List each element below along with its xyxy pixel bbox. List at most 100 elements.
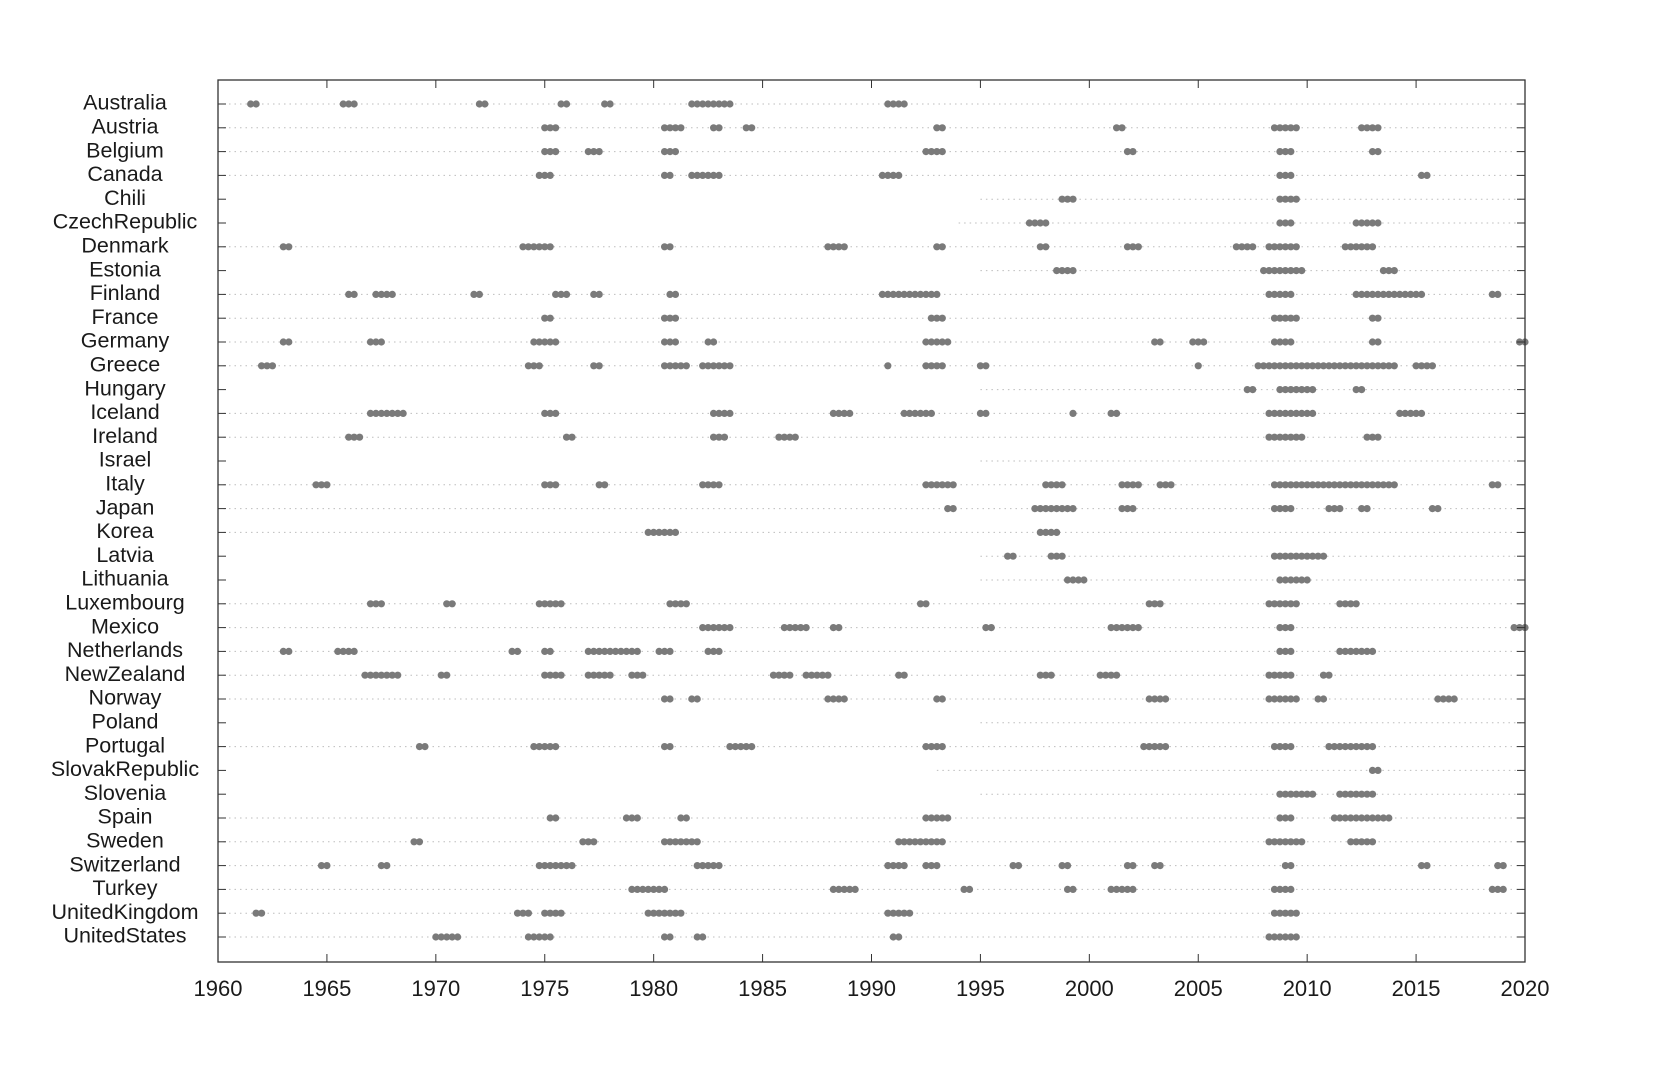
data-point xyxy=(1292,695,1300,703)
data-point xyxy=(922,338,930,346)
data-point xyxy=(1123,148,1132,156)
data-point xyxy=(660,933,669,941)
data-point xyxy=(1287,148,1295,156)
data-point xyxy=(916,290,925,298)
data-point xyxy=(1129,481,1137,489)
data-point xyxy=(552,148,560,156)
data-point xyxy=(829,885,837,894)
data-point xyxy=(677,909,685,917)
data-point xyxy=(448,933,456,941)
data-point xyxy=(1428,362,1437,370)
data-point xyxy=(350,647,358,656)
data-point xyxy=(1358,647,1366,656)
data-point xyxy=(1025,219,1034,227)
data-point xyxy=(1379,481,1388,489)
data-point xyxy=(628,814,636,822)
data-point xyxy=(699,481,707,489)
data-point xyxy=(1499,885,1507,894)
data-point xyxy=(1325,481,1333,489)
data-point xyxy=(1270,933,1279,941)
data-point xyxy=(1363,790,1371,798)
x-tick-label: 1965 xyxy=(302,976,351,1001)
data-point xyxy=(1358,124,1366,132)
x-tick-label: 1990 xyxy=(847,976,896,1001)
data-point xyxy=(611,647,620,656)
country-label: Ireland xyxy=(92,424,158,448)
data-point xyxy=(938,338,946,346)
data-point xyxy=(1368,124,1377,132)
data-point xyxy=(557,290,565,298)
data-point xyxy=(911,838,919,846)
data-point xyxy=(530,362,538,370)
data-point xyxy=(1309,790,1317,798)
data-point xyxy=(884,290,892,298)
data-point xyxy=(1319,671,1328,679)
data-point xyxy=(1042,528,1050,537)
data-point xyxy=(938,314,946,322)
data-point xyxy=(1287,838,1295,846)
data-point xyxy=(709,409,718,417)
data-point xyxy=(595,290,603,298)
data-point xyxy=(704,100,712,108)
data-point xyxy=(1292,267,1300,275)
data-point xyxy=(922,814,930,822)
data-point xyxy=(1374,481,1382,489)
data-point xyxy=(1298,409,1306,417)
data-point xyxy=(829,695,837,703)
data-point xyxy=(1363,290,1371,298)
data-point xyxy=(1358,505,1366,513)
data-point xyxy=(704,624,712,632)
data-point xyxy=(279,243,287,251)
data-point xyxy=(568,433,576,441)
data-point xyxy=(1368,243,1377,251)
data-point xyxy=(927,290,936,298)
data-point xyxy=(1287,314,1295,322)
data-point xyxy=(802,624,810,632)
data-point xyxy=(1287,743,1295,751)
data-point xyxy=(1341,600,1349,608)
data-point xyxy=(840,409,848,417)
data-point xyxy=(720,409,729,417)
data-point xyxy=(900,838,908,846)
data-point xyxy=(377,671,385,679)
data-point xyxy=(1156,743,1164,751)
data-point xyxy=(1352,790,1360,798)
data-point xyxy=(1145,743,1153,751)
country-label: Norway xyxy=(89,686,162,710)
data-point xyxy=(824,671,832,679)
data-point xyxy=(655,528,663,537)
data-point xyxy=(688,695,696,703)
data-point xyxy=(1270,600,1279,608)
data-point xyxy=(595,362,603,370)
data-point xyxy=(922,600,930,608)
data-point xyxy=(1200,338,1208,346)
data-point xyxy=(1385,290,1393,298)
data-point xyxy=(1265,695,1273,703)
data-point xyxy=(1309,552,1317,560)
data-point xyxy=(552,338,560,346)
data-point xyxy=(1347,743,1355,751)
data-point xyxy=(388,409,396,417)
data-point xyxy=(1374,219,1382,227)
country-label: Slovenia xyxy=(84,781,167,805)
data-point xyxy=(1118,624,1126,632)
data-point xyxy=(557,909,565,917)
data-point xyxy=(1363,838,1371,846)
data-point xyxy=(644,528,652,537)
data-point xyxy=(1009,862,1017,870)
country-label: France xyxy=(92,305,159,329)
data-point xyxy=(350,290,358,298)
data-point xyxy=(524,362,533,370)
data-point xyxy=(655,885,663,894)
data-point xyxy=(922,409,930,417)
data-point xyxy=(889,171,897,179)
data-point xyxy=(1276,386,1284,394)
data-point xyxy=(1363,124,1371,132)
data-point xyxy=(1314,481,1322,489)
data-point xyxy=(1129,862,1137,870)
data-point xyxy=(1123,885,1132,894)
data-point xyxy=(481,100,489,108)
country-label: UnitedStates xyxy=(63,924,186,948)
data-point xyxy=(1341,790,1349,798)
data-point xyxy=(1156,862,1164,870)
